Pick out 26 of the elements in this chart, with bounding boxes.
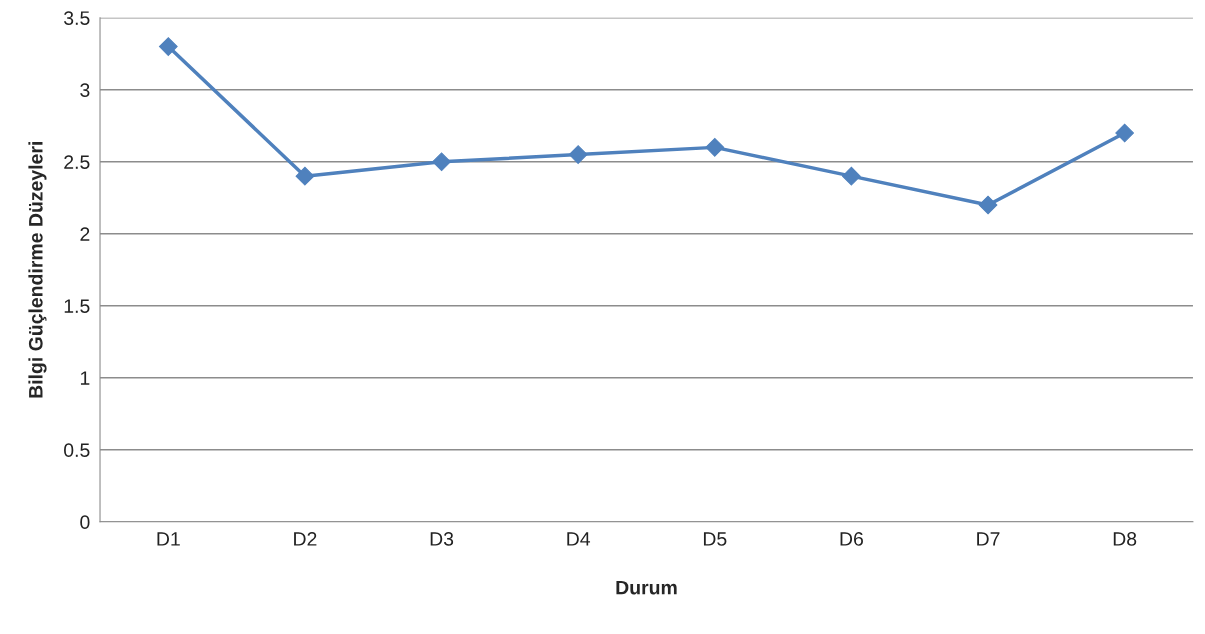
point [568,145,588,164]
y-tick-label: 1 [80,371,90,385]
point [978,195,998,215]
x-tick-label: D8 [1113,532,1137,546]
point [1115,123,1134,143]
x-axis-title: Durum [616,580,677,595]
x-tick-label: D4 [567,532,591,546]
y-tick-label: 2.5 [64,155,90,169]
y-tick-label: 0 [80,515,90,530]
point [432,152,451,172]
x-tick-label: D5 [703,532,727,546]
y-tick-label: 3 [80,83,90,97]
x-tick-label: D3 [430,532,454,546]
y-tick-label: 0.5 [64,443,90,458]
x-tick-label: D1 [157,532,180,546]
x-tick-label: D6 [840,532,863,546]
y-tick-label: 3.5 [64,11,90,25]
y-tick-label: 2 [80,227,90,241]
y-tick-label: 1.5 [64,299,90,314]
x-tick-label: D2 [294,532,317,546]
point [842,166,861,186]
point [158,37,178,56]
point [295,166,315,186]
y-axis-title: Bilgi Güçlendirme Düzeyleri [28,142,47,398]
point [705,138,725,157]
x-tick-label: D7 [977,532,1000,546]
